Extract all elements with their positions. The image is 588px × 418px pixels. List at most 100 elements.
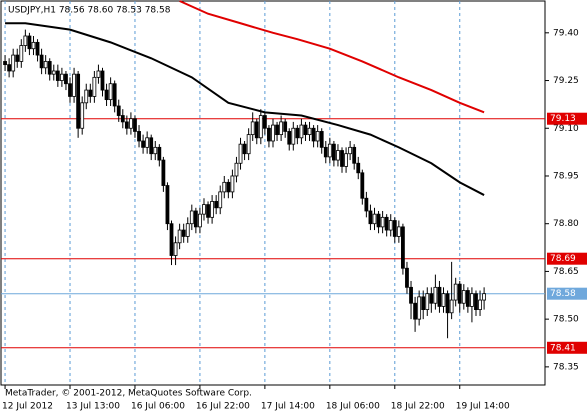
candle-body bbox=[124, 121, 129, 129]
level-label: 79.13 bbox=[550, 114, 576, 124]
candle-body bbox=[344, 153, 348, 167]
y-tick-label: 79.25 bbox=[553, 76, 579, 86]
level-label: 78.41 bbox=[550, 343, 576, 353]
candle-body bbox=[59, 73, 64, 81]
candle-body bbox=[380, 216, 385, 228]
x-tick-label: 12 Jul 2012 bbox=[2, 402, 53, 412]
candle-body bbox=[112, 83, 117, 107]
candle-body bbox=[429, 293, 434, 304]
x-tick-label: 16 Jul 22:00 bbox=[196, 402, 250, 412]
candle-body bbox=[368, 210, 373, 225]
footer: MetaTrader, © 2001-2012, MetaQuotes Soft… bbox=[5, 389, 252, 399]
candle-body bbox=[222, 181, 227, 193]
x-tick-label: 18 Jul 06:00 bbox=[326, 402, 380, 412]
candle-body bbox=[295, 127, 300, 139]
y-tick-label: 78.35 bbox=[553, 362, 579, 372]
y-tick-label: 78.50 bbox=[553, 315, 579, 325]
candle-body bbox=[238, 143, 243, 164]
chart-title: USDJPY,H1 78.56 78.60 78.53 78.58 bbox=[8, 6, 171, 16]
candle-body bbox=[331, 143, 336, 161]
candle-body bbox=[214, 201, 219, 209]
candle-body bbox=[55, 70, 60, 81]
candle-body bbox=[307, 127, 312, 136]
candle-body bbox=[27, 35, 32, 50]
candle-body bbox=[39, 54, 44, 69]
candle-body bbox=[262, 115, 267, 129]
candle-body bbox=[35, 41, 40, 56]
y-tick-label: 78.95 bbox=[553, 171, 579, 181]
level-label: 78.58 bbox=[550, 289, 576, 299]
candle-body bbox=[409, 286, 413, 304]
candle-body bbox=[258, 115, 263, 139]
candle-body bbox=[246, 134, 251, 155]
candle-body bbox=[315, 131, 320, 142]
candle-body bbox=[185, 223, 190, 237]
candle-body bbox=[129, 118, 133, 129]
plot-area bbox=[1, 0, 545, 385]
candle-body bbox=[234, 162, 239, 177]
candle-body bbox=[198, 213, 202, 228]
y-tick-label: 79.10 bbox=[553, 124, 579, 134]
candle-body bbox=[364, 197, 369, 212]
candle-body bbox=[461, 290, 466, 304]
candle-body bbox=[218, 191, 223, 209]
candle-body bbox=[7, 64, 12, 72]
candle-body bbox=[372, 213, 377, 225]
candle-body bbox=[457, 283, 462, 304]
candle-body bbox=[437, 286, 442, 307]
x-tick-label: 19 Jul 14:00 bbox=[456, 402, 510, 412]
candle-body bbox=[433, 286, 438, 304]
candle-body bbox=[267, 127, 271, 142]
candle-body bbox=[15, 54, 20, 62]
candle-body bbox=[271, 124, 275, 142]
candle-body bbox=[441, 293, 446, 307]
candle-body bbox=[470, 293, 474, 307]
candle-body bbox=[360, 172, 365, 199]
candle-body bbox=[68, 83, 72, 97]
candle-body bbox=[149, 137, 154, 155]
candle-body bbox=[242, 143, 247, 155]
candle-body bbox=[453, 283, 458, 301]
candle-body bbox=[202, 204, 206, 215]
candle-body bbox=[116, 105, 121, 116]
candle-body bbox=[348, 146, 353, 155]
candle-body bbox=[51, 70, 56, 75]
candle-body bbox=[465, 290, 470, 307]
candle-body bbox=[226, 181, 231, 193]
level-label-bg bbox=[547, 252, 587, 265]
candle-body bbox=[141, 140, 145, 148]
candle-body bbox=[47, 61, 52, 75]
candle-body bbox=[80, 102, 85, 129]
candle-body bbox=[311, 127, 316, 142]
candle-body bbox=[165, 185, 170, 225]
candle-body bbox=[169, 223, 174, 256]
candle-body bbox=[279, 121, 284, 136]
candle-body bbox=[133, 118, 137, 132]
x-tick-label: 18 Jul 22:00 bbox=[391, 402, 445, 412]
candle-body bbox=[230, 175, 235, 193]
candle-body bbox=[417, 296, 422, 320]
plot-frame bbox=[0, 0, 546, 386]
candle-body bbox=[23, 35, 28, 46]
candle-body bbox=[100, 70, 105, 91]
candle-body bbox=[181, 229, 186, 237]
candle-body bbox=[64, 73, 68, 85]
candle-body bbox=[250, 121, 255, 136]
candle-body bbox=[206, 204, 210, 218]
candle-body bbox=[287, 131, 292, 145]
candle-body bbox=[145, 137, 150, 148]
candle-body bbox=[193, 210, 198, 228]
y-tick-label: 79.40 bbox=[553, 28, 579, 38]
candle-body bbox=[210, 201, 215, 218]
candle-body bbox=[405, 267, 409, 288]
moving-average bbox=[5, 22, 485, 196]
candle-body bbox=[384, 216, 389, 231]
candle-body bbox=[254, 121, 259, 139]
candle-body bbox=[157, 146, 162, 161]
candle-body bbox=[336, 150, 340, 161]
candle-body bbox=[31, 41, 36, 50]
candle-body bbox=[421, 296, 426, 310]
candle-body bbox=[478, 299, 482, 310]
candle-body bbox=[401, 226, 405, 269]
